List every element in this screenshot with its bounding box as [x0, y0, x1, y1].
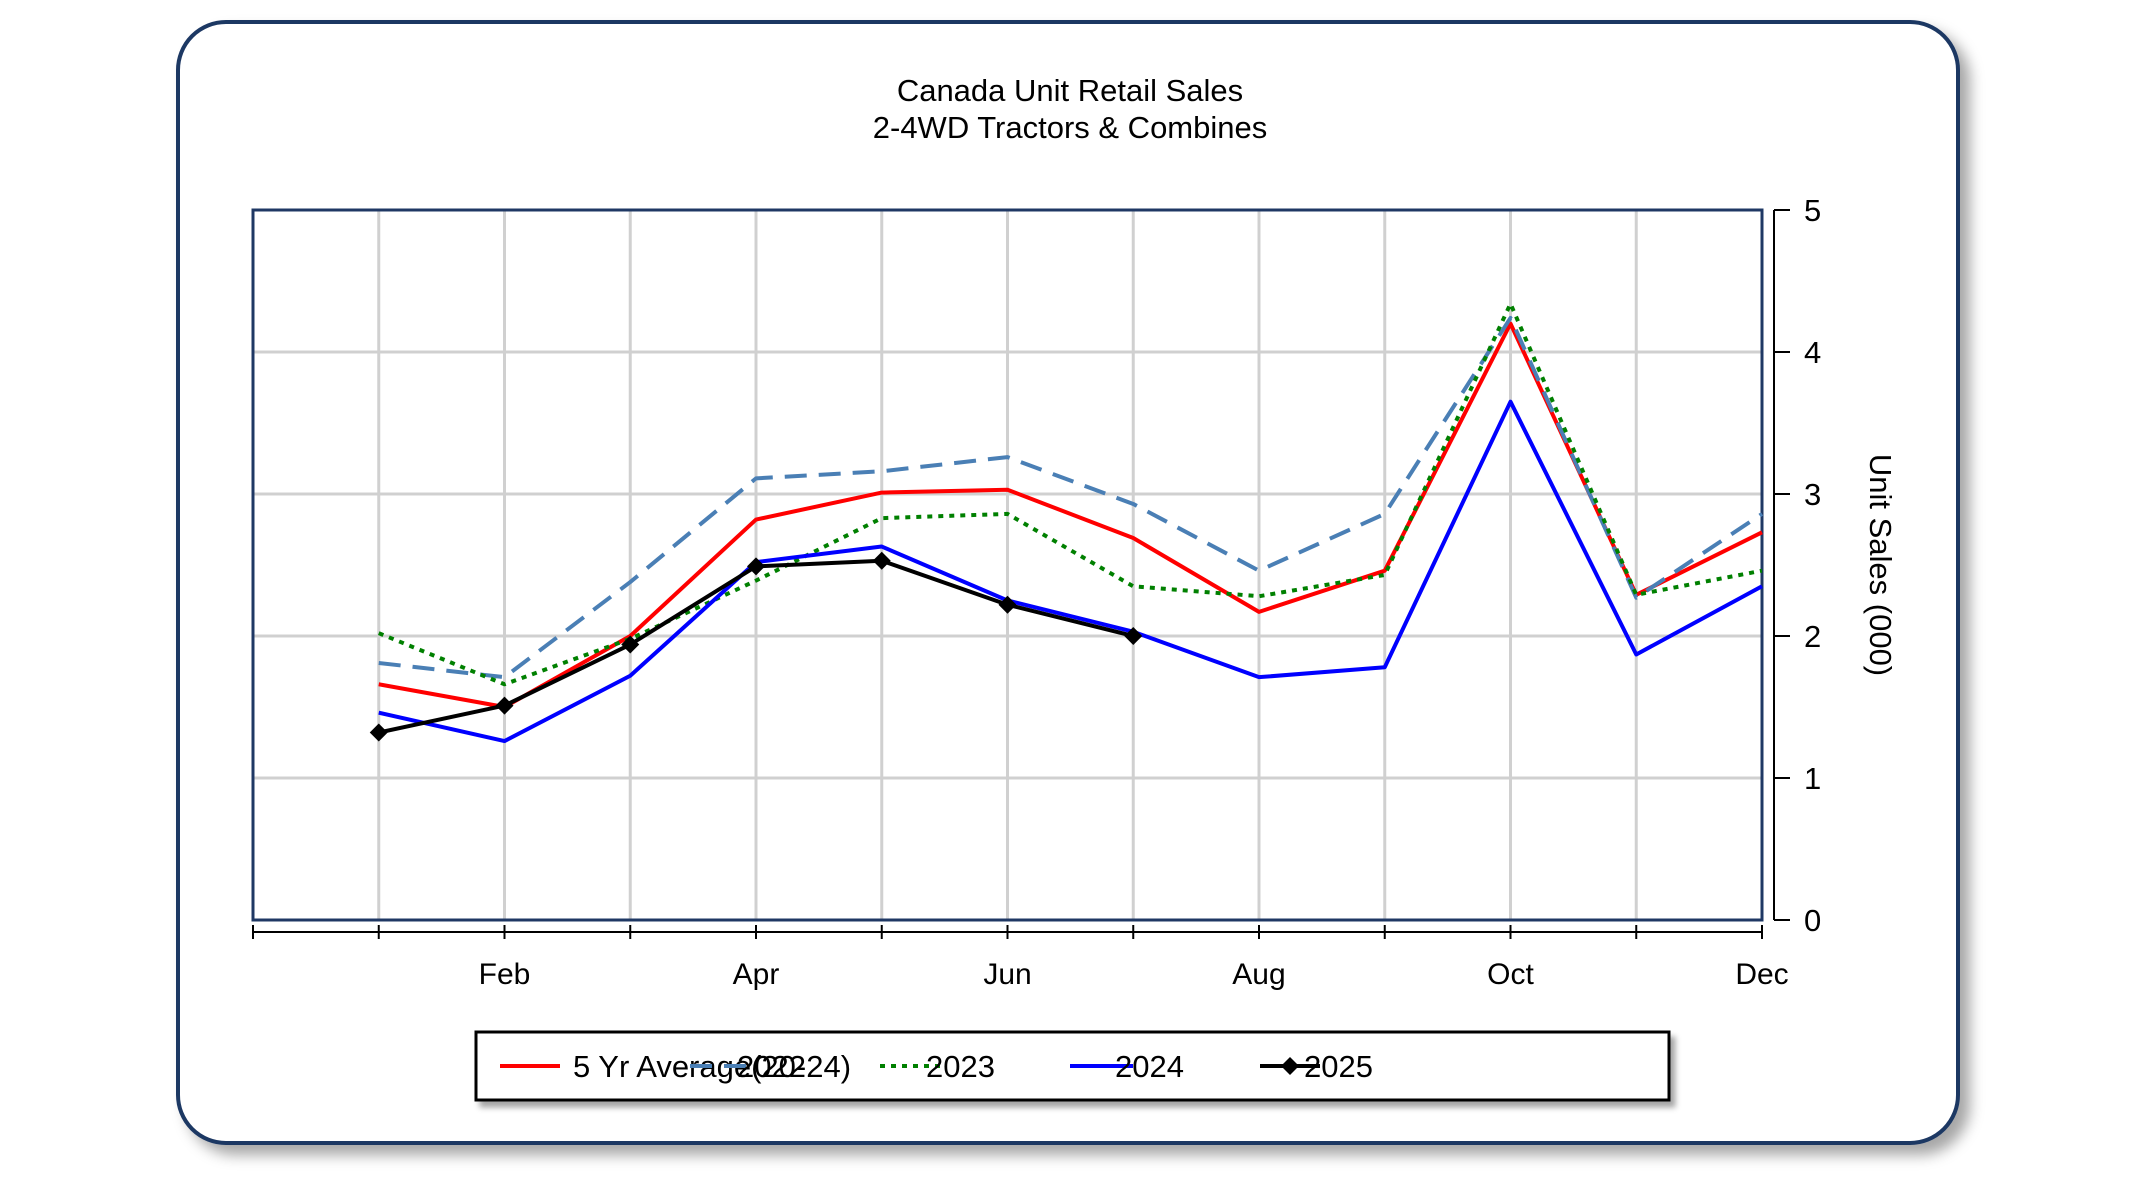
- y-tick-label: 2: [1804, 619, 1821, 654]
- x-tick-label: Aug: [1232, 958, 1285, 991]
- series-group: [369, 301, 1764, 744]
- legend-items: 5 Yr Average(20-24)2022 2023 2024 2025: [500, 1049, 1373, 1084]
- series-2024: [378, 399, 1763, 744]
- x-tick-label: Jun: [983, 958, 1031, 991]
- series-line: [378, 315, 1764, 680]
- legend-label: 2024: [1115, 1049, 1184, 1084]
- legend-entry: 5 Yr Average(20-24): [500, 1049, 851, 1084]
- data-point: [1124, 627, 1143, 645]
- chart-subtitle: 2-4WD Tractors & Combines: [873, 110, 1268, 145]
- legend-label: 5 Yr Average(20-24): [573, 1049, 851, 1084]
- plot-area-frame: [251, 208, 1764, 922]
- y-tick-label: 1: [1804, 761, 1821, 796]
- legend-label: 2023: [926, 1049, 995, 1084]
- legend-entry: 2025: [1260, 1049, 1373, 1084]
- series-2022: [378, 315, 1764, 680]
- x-tick-label: Oct: [1487, 958, 1534, 991]
- data-point: [872, 551, 891, 570]
- y-tick-label: 4: [1804, 335, 1821, 370]
- chart-title: Canada Unit Retail Sales: [897, 73, 1243, 108]
- legend-label: 2025: [1304, 1049, 1373, 1084]
- data-point: [998, 595, 1017, 614]
- x-tick-label: Feb: [479, 958, 531, 991]
- x-tick-label: Apr: [733, 958, 780, 991]
- legend: 5 Yr Average(20-24)2022 2023 2024 2025: [474, 1030, 1671, 1102]
- data-point: [369, 723, 388, 742]
- axes: Feb Apr Jun Aug Oct Dec 0 1 2 3 4 5: [252, 193, 1821, 991]
- series-line: [378, 399, 1763, 744]
- panel-frame: [176, 20, 1960, 1145]
- data-point: [621, 635, 640, 654]
- y-axis-label: Unit Sales (000): [1863, 454, 1898, 676]
- data-point: [747, 557, 765, 576]
- legend-label: 2022: [737, 1049, 806, 1084]
- series-2025: [369, 551, 1143, 742]
- legend-entry: 2022: [690, 1049, 806, 1084]
- data-point: [495, 696, 514, 715]
- y-tick-label: 0: [1804, 903, 1821, 938]
- y-tick-label: 5: [1804, 193, 1821, 228]
- legend-entry: 2023: [880, 1049, 995, 1084]
- grid: [253, 210, 1762, 920]
- y-tick-label: 3: [1804, 477, 1821, 512]
- legend-marker: [1281, 1057, 1299, 1075]
- legend-entry: 2024: [1070, 1049, 1184, 1084]
- x-tick-label: Dec: [1735, 958, 1788, 991]
